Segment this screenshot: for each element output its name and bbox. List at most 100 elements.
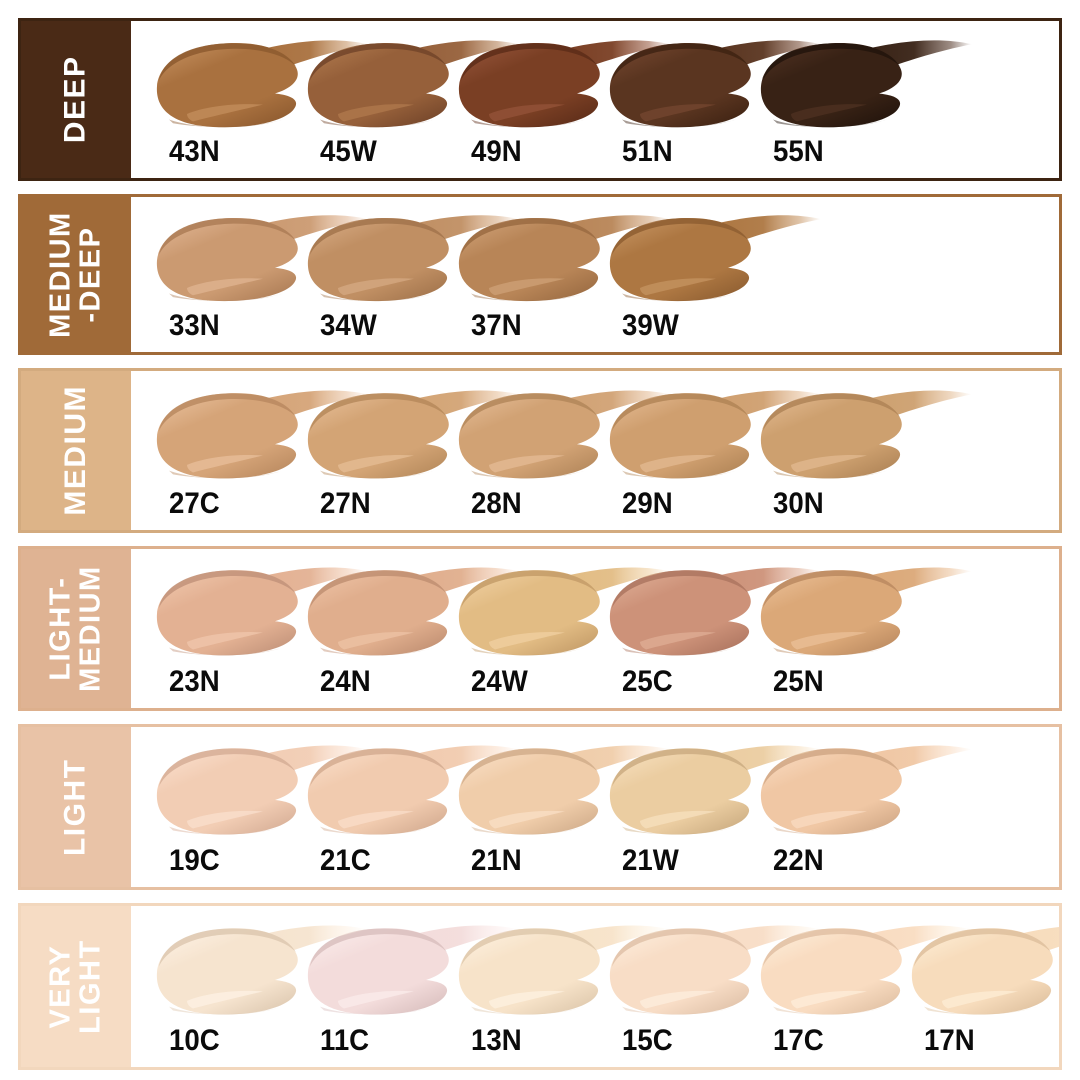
swatch-smear xyxy=(445,384,677,486)
shade-swatch[interactable]: 19C xyxy=(143,727,375,888)
category-label-line: LIGHT xyxy=(74,939,106,1034)
shade-code-label: 23N xyxy=(169,664,220,698)
category-label-line: DEEP xyxy=(58,55,92,144)
shade-code-label: 21N xyxy=(471,844,522,878)
shade-swatch[interactable]: 24W xyxy=(445,549,677,708)
shade-row-very-light: VERY LIGHT 10C 11C 13N 15C 17C 17N xyxy=(18,903,1062,1071)
shade-swatch[interactable]: 15C xyxy=(596,906,828,1067)
shade-code-label: 30N xyxy=(773,486,824,520)
swatch-smear xyxy=(294,919,526,1022)
swatch-strip-deep: 43N 45W 49N 51N 55N xyxy=(131,21,1059,178)
shade-swatch[interactable]: 21C xyxy=(294,727,526,888)
category-label-light-medium: LIGHT- MEDIUM xyxy=(44,564,107,692)
shade-swatch[interactable]: 34W xyxy=(294,197,526,352)
swatch-smear xyxy=(445,34,677,134)
shade-swatch[interactable]: 45W xyxy=(294,21,526,178)
shade-swatch[interactable]: 24N xyxy=(294,549,526,708)
shade-swatch[interactable]: 27N xyxy=(294,371,526,530)
swatch-strip-medium-deep: 33N 34W 37N 39W xyxy=(131,196,1059,352)
shade-swatch[interactable]: 37N xyxy=(445,197,677,352)
swatch-smear xyxy=(294,209,526,308)
swatch-smear xyxy=(596,384,828,486)
shade-row-light: LIGHT 19C 21C 21N 21W 22N xyxy=(18,723,1062,891)
swatch-smear xyxy=(445,209,677,308)
shade-swatch[interactable]: 17N xyxy=(898,906,1059,1067)
shade-code-label: 19C xyxy=(169,844,220,878)
swatch-smear xyxy=(596,919,828,1022)
shade-code-label: 33N xyxy=(169,308,220,342)
swatch-smear xyxy=(747,739,979,842)
category-panel-deep: DEEP xyxy=(21,21,131,178)
swatch-smear xyxy=(596,561,828,663)
swatch-smear xyxy=(596,209,828,308)
shade-swatch[interactable]: 55N xyxy=(747,21,979,178)
category-label-line: LIGHT- xyxy=(44,576,77,681)
swatch-smear xyxy=(294,561,526,663)
shade-swatch[interactable]: 21W xyxy=(596,727,828,888)
category-panel-light: LIGHT xyxy=(21,726,131,888)
shade-swatch[interactable]: 49N xyxy=(445,21,677,178)
shade-code-label: 27N xyxy=(320,486,371,520)
swatch-smear xyxy=(143,384,375,486)
shade-code-label: 24W xyxy=(471,664,528,698)
shade-code-label: 51N xyxy=(622,134,673,168)
shade-code-label: 27C xyxy=(169,486,220,520)
swatch-smear xyxy=(747,561,979,663)
category-label-medium: MEDIUM xyxy=(58,384,92,516)
category-label-line: VERY xyxy=(44,944,77,1029)
category-panel-medium: MEDIUM xyxy=(21,370,131,530)
shade-code-label: 49N xyxy=(471,134,522,168)
swatch-smear xyxy=(747,384,979,486)
swatch-smear xyxy=(596,739,828,842)
shade-swatch[interactable]: 25N xyxy=(747,549,979,708)
shade-swatch[interactable]: 28N xyxy=(445,371,677,530)
swatch-smear xyxy=(294,739,526,842)
shade-swatch[interactable]: 17C xyxy=(747,906,979,1067)
shade-code-label: 25C xyxy=(622,664,673,698)
shade-code-label: 11C xyxy=(320,1024,370,1058)
shade-swatch[interactable]: 51N xyxy=(596,21,828,178)
swatch-smear xyxy=(143,739,375,842)
swatch-strip-light-medium: 23N 24N 24W 25C 25N xyxy=(131,548,1059,708)
shade-swatch[interactable]: 21N xyxy=(445,727,677,888)
shade-swatch[interactable]: 23N xyxy=(143,549,375,708)
category-label-line: MEDIUM xyxy=(58,384,92,516)
swatch-smear xyxy=(596,34,828,134)
shade-swatch[interactable]: 27C xyxy=(143,371,375,530)
shade-code-label: 10C xyxy=(169,1024,220,1058)
swatch-smear xyxy=(747,919,979,1022)
shade-code-label: 15C xyxy=(622,1024,673,1058)
shade-code-label: 29N xyxy=(622,486,673,520)
shade-row-light-medium: LIGHT- MEDIUM 23N 24N 24W 25C 25N xyxy=(18,545,1062,711)
swatch-smear xyxy=(294,384,526,486)
category-label-line: MEDIUM xyxy=(74,564,107,692)
swatch-smear xyxy=(143,919,375,1022)
swatch-smear xyxy=(898,919,1059,1022)
shade-swatch[interactable]: 13N xyxy=(445,906,677,1067)
shade-row-medium-deep: MEDIUM -DEEP 33N 34W 37N 39W xyxy=(18,193,1062,355)
shade-code-label: 21C xyxy=(320,844,371,878)
category-label-deep: DEEP xyxy=(58,55,92,144)
category-label-light: LIGHT xyxy=(59,758,92,856)
swatch-smear xyxy=(445,561,677,663)
shade-swatch[interactable]: 39W xyxy=(596,197,828,352)
category-label-very-light: VERY LIGHT xyxy=(44,939,106,1034)
shade-swatch[interactable]: 29N xyxy=(596,371,828,530)
swatch-smear xyxy=(143,561,375,663)
swatch-strip-medium: 27C 27N 28N 29N 30N xyxy=(131,370,1059,530)
shade-swatch[interactable]: 10C xyxy=(143,906,375,1067)
shade-code-label: 25N xyxy=(773,664,824,698)
category-label-line: MEDIUM xyxy=(44,211,77,338)
shade-swatch[interactable]: 30N xyxy=(747,371,979,530)
shade-code-label: 45W xyxy=(320,134,377,168)
shade-swatch[interactable]: 11C xyxy=(294,906,526,1067)
shade-swatch[interactable]: 43N xyxy=(143,21,375,178)
shade-code-label: 55N xyxy=(773,134,824,168)
shade-swatch[interactable]: 22N xyxy=(747,727,979,888)
category-panel-light-medium: LIGHT- MEDIUM xyxy=(21,548,131,708)
shade-swatch[interactable]: 25C xyxy=(596,549,828,708)
swatch-smear xyxy=(294,34,526,134)
shade-swatch[interactable]: 33N xyxy=(143,197,375,352)
swatch-smear xyxy=(747,34,979,134)
